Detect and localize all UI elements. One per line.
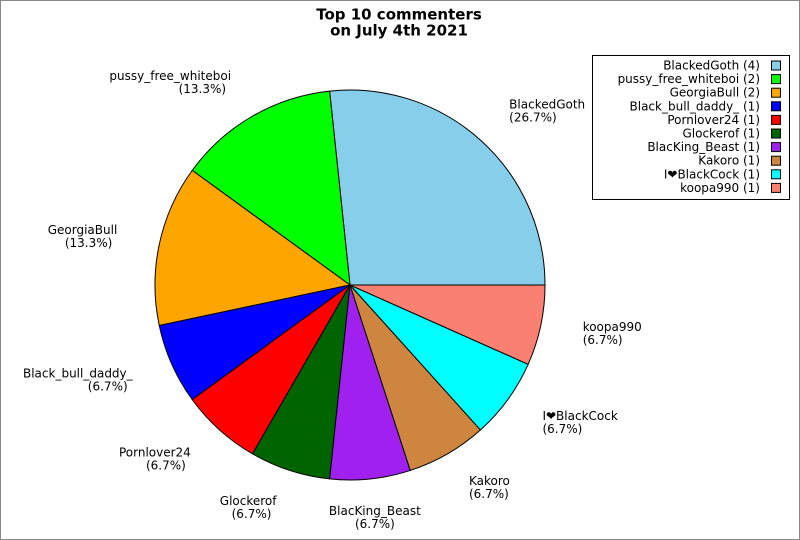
legend-swatch: [771, 182, 781, 193]
slice-percent: (13.3%): [65, 236, 112, 250]
legend-label: Pornlover24 (1): [667, 113, 760, 127]
legend-swatch: [771, 60, 781, 71]
chart-title: Top 10 commenters: [316, 6, 482, 24]
legend-swatch: [771, 74, 781, 85]
pie-slice: [349, 284, 546, 365]
slice-label: Black_bull_daddy_: [23, 367, 134, 381]
slice-label: Glockerof: [220, 494, 277, 508]
slice-label: I❤BlackCock: [542, 409, 617, 423]
legend-label: I❤BlackCock (1): [664, 167, 760, 181]
slice-percent: (26.7%): [509, 111, 556, 125]
slice-percent: (6.7%): [542, 422, 582, 436]
legend-label: Kakoro (1): [698, 154, 760, 168]
slice-percent: (13.3%): [179, 82, 226, 96]
legend-box: [592, 55, 790, 200]
legend-swatch: [771, 114, 781, 125]
slice-label: GeorgiaBull: [48, 223, 118, 237]
slice-label: BlackedGoth: [509, 98, 585, 112]
legend-swatch: [771, 101, 781, 112]
legend-swatch: [771, 155, 781, 166]
slice-label: BlacKing_Beast: [329, 504, 421, 518]
legend-swatch: [771, 142, 781, 153]
legend-label: BlackedGoth (4): [663, 59, 760, 73]
legend-label: koopa990 (1): [680, 181, 760, 195]
slice-percent: (6.7%): [232, 507, 272, 521]
legend-swatch: [771, 87, 781, 98]
legend-swatch: [771, 128, 781, 139]
pie-slice: [191, 90, 351, 287]
legend-label: Glockerof (1): [682, 127, 760, 141]
pie-slice: [329, 89, 546, 286]
legend-label: GeorgiaBull (2): [670, 86, 760, 100]
slice-percent: (6.7%): [355, 517, 395, 531]
chart-title: on July 4th 2021: [330, 22, 468, 40]
slice-label: koopa990: [583, 320, 642, 334]
legend-swatch: [771, 169, 781, 180]
slice-percent: (6.7%): [583, 333, 623, 347]
slice-percent: (6.7%): [88, 380, 128, 394]
slice-label: Pornlover24: [119, 445, 191, 459]
slice-label: Kakoro: [469, 474, 510, 488]
pie-slice: [154, 169, 352, 327]
slice-label: pussy_free_whiteboi: [109, 69, 231, 83]
slice-percent: (6.7%): [146, 458, 186, 472]
legend-label: pussy_free_whiteboi (2): [618, 72, 760, 86]
slice-percent: (6.7%): [469, 487, 509, 501]
legend-label: Black_bull_daddy_ (1): [630, 99, 760, 113]
legend-label: BlacKing_Beast (1): [647, 140, 760, 154]
